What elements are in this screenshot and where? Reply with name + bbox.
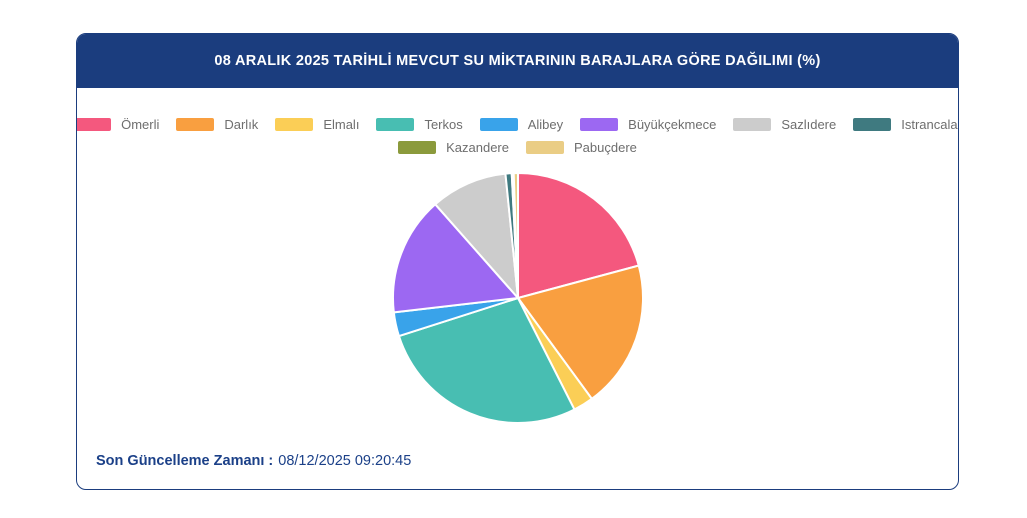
legend-swatch-icon	[398, 141, 437, 154]
dam-distribution-card: 08 ARALIK 2025 TARİHLİ MEVCUT SU MİKTARI…	[76, 33, 959, 490]
pie-slice-terkos[interactable]	[397, 297, 575, 424]
legend-item-pabuçdere[interactable]: Pabuçdere	[526, 140, 637, 155]
pie-slice-darlık[interactable]	[516, 264, 644, 400]
legend-row: Ömerli Darlık Elmalı Terkos Alibey Büyükçekme…	[77, 117, 958, 132]
legend-row: Kazandere Pabuçdere	[77, 140, 958, 155]
pie-chart	[391, 171, 644, 424]
chart-legend: Ömerli Darlık Elmalı Terkos Alibey Büyükçekme…	[77, 117, 958, 155]
legend-item-kazandere[interactable]: Kazandere	[398, 140, 509, 155]
last-update-label: Son Güncelleme Zamanı :	[96, 453, 274, 469]
pie-chart-container	[77, 163, 958, 433]
pie-slice-sazlıdere[interactable]	[433, 172, 519, 299]
legend-item-sazlıdere[interactable]: Sazlıdere	[733, 117, 836, 132]
legend-label: Istrancalar	[901, 117, 959, 132]
legend-swatch-icon	[275, 118, 314, 131]
legend-swatch-icon	[526, 141, 564, 154]
legend-item-elmalı[interactable]: Elmalı	[275, 117, 359, 132]
legend-swatch-icon	[733, 118, 772, 131]
pie-slice-ömerli[interactable]	[516, 172, 640, 299]
legend-label: Pabuçdere	[574, 140, 637, 155]
legend-label: Ömerli	[121, 117, 160, 132]
legend-swatch-icon	[853, 118, 892, 131]
last-update: Son Güncelleme Zamanı :08/12/2025 09:20:…	[96, 453, 411, 469]
legend-swatch-icon	[580, 118, 619, 131]
pie-slice-pabuçdere[interactable]	[512, 171, 519, 299]
last-update-value: 08/12/2025 09:20:45	[278, 453, 412, 469]
legend-swatch-icon	[479, 118, 518, 131]
legend-item-alibey[interactable]: Alibey	[479, 117, 564, 132]
legend-label: Terkos	[424, 117, 463, 132]
legend-item-ömerli[interactable]: Ömerli	[77, 117, 160, 132]
card-header: 08 ARALIK 2025 TARİHLİ MEVCUT SU MİKTARI…	[77, 34, 958, 88]
legend-item-darlık[interactable]: Darlık	[176, 117, 258, 132]
page-title: 08 ARALIK 2025 TARİHLİ MEVCUT SU MİKTARI…	[214, 53, 821, 69]
legend-item-terkos[interactable]: Terkos	[376, 117, 463, 132]
legend-item-büyükçekmece[interactable]: Büyükçekmece	[580, 117, 716, 132]
pie-slice-büyükçekmece[interactable]	[391, 203, 519, 314]
legend-label: Büyükçekmece	[628, 117, 717, 132]
legend-label: Sazlıdere	[781, 117, 837, 132]
legend-label: Alibey	[527, 117, 564, 132]
legend-label: Darlık	[224, 117, 259, 132]
legend-item-istrancalar[interactable]: Istrancalar	[853, 117, 959, 132]
legend-label: Kazandere	[446, 140, 509, 155]
legend-swatch-icon	[176, 118, 215, 131]
legend-label: Elmalı	[323, 117, 360, 132]
legend-swatch-icon	[77, 118, 112, 131]
legend-swatch-icon	[376, 118, 415, 131]
